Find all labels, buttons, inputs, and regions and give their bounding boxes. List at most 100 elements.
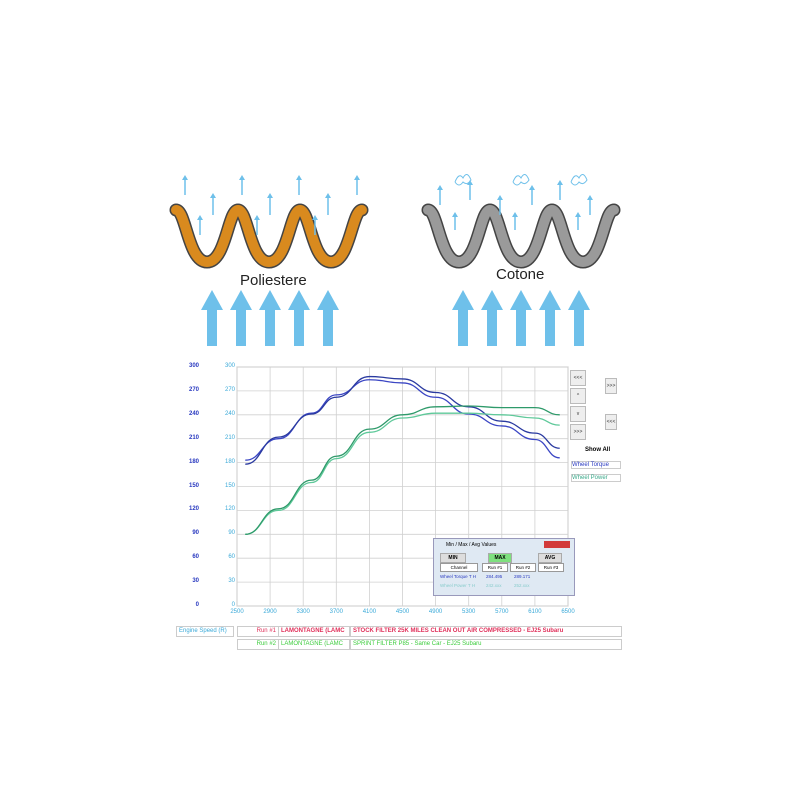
y-tick-label-right: 30 (228, 578, 235, 585)
avg-button[interactable]: AVG (538, 553, 562, 563)
small-arrow-head-icon (575, 212, 581, 217)
scroll-far-up-button[interactable]: <<< (570, 370, 586, 386)
scroll-far-down-button[interactable]: >>> (570, 424, 586, 440)
x-tick-label: 2900 (263, 609, 277, 615)
y-tick-label-right: 270 (224, 386, 235, 393)
y-tick-label-left: 300 (188, 363, 199, 369)
polyester-label: Poliestere (240, 272, 307, 289)
x-tick-label: 5700 (495, 609, 509, 615)
cotton-media-outline (421, 203, 621, 269)
x-tick-label: 6500 (561, 609, 575, 615)
airflow-arrow-icon (568, 290, 590, 346)
small-arrow-head-icon (512, 212, 518, 217)
run1-label: Run #1 (237, 626, 279, 637)
run1-operator: LAMONTAGNE (LAMC (278, 626, 350, 637)
x-tick-label: 6100 (528, 609, 542, 615)
airflow-arrow-icon (481, 290, 503, 346)
y-tick-label-left: 90 (192, 530, 199, 537)
filter-diagrams (169, 174, 621, 346)
y-tick-label-left: 270 (188, 386, 199, 393)
y-tick-label-left: 240 (188, 410, 199, 417)
small-arrow-head-icon (239, 175, 245, 180)
small-arrow-head-icon (587, 195, 593, 200)
polyester-media (171, 204, 367, 268)
y-tick-label-left: 60 (192, 554, 199, 561)
small-arrow-head-icon (354, 175, 360, 180)
x-channel-label: Engine Speed (R) (176, 626, 234, 637)
airflow-arrow-icon (510, 290, 532, 346)
y-tick-label-right: 180 (224, 458, 235, 465)
scroll-down-button[interactable]: v (570, 406, 586, 422)
zoom-in-button[interactable]: >>> (605, 378, 617, 394)
cotton-media (423, 204, 619, 268)
small-arrow-head-icon (325, 193, 331, 198)
close-button[interactable] (544, 541, 570, 548)
small-arrow-head-icon (312, 215, 318, 220)
x-tick-label: 4500 (395, 609, 410, 615)
series-line-2 (245, 375, 560, 465)
y-tick-label-left: 150 (188, 482, 199, 489)
scroll-up-button[interactable]: ^ (570, 388, 586, 404)
col-run2: Run #2 (510, 563, 536, 572)
series-line-3 (245, 412, 560, 535)
row-power-channel: Wheel Power T H (440, 583, 476, 588)
series-line-4 (245, 405, 560, 535)
show-all-button[interactable]: Show All (585, 447, 611, 453)
small-arrow-head-icon (197, 215, 203, 220)
y-tick-label-right: 120 (224, 506, 235, 513)
y-tick-label-right: 90 (228, 530, 235, 537)
row-torque-channel: Wheel Torque T H (440, 574, 477, 579)
small-arrow-head-icon (467, 180, 473, 185)
x-tick-label: 5300 (462, 609, 476, 615)
y-tick-label-right: 240 (224, 410, 235, 417)
small-arrow-head-icon (210, 193, 216, 198)
row-power-run2: 252.xxx (514, 583, 530, 588)
run2-operator: LAMONTAGNE (LAMC (278, 639, 350, 650)
row-power-run1: 242.xxx (486, 583, 502, 588)
airflow-arrow-icon (201, 290, 223, 346)
polyester-media-outline (169, 203, 369, 269)
channel-wheel-power[interactable]: Wheel Power (571, 474, 621, 482)
small-arrow-head-icon (497, 195, 503, 200)
small-arrow-head-icon (182, 175, 188, 180)
small-arrow-head-icon (529, 185, 535, 190)
y-tick-label-right: 0 (231, 602, 235, 608)
y-tick-label-right: 60 (228, 554, 235, 561)
x-tick-label: 3700 (329, 609, 343, 615)
y-tick-label-left: 210 (188, 434, 199, 441)
y-tick-label-left: 180 (188, 458, 199, 465)
fiber-particle-icon (570, 174, 588, 186)
min-button[interactable]: MIN (440, 553, 466, 563)
x-tick-label: 4900 (428, 609, 443, 615)
y-tick-label-right: 150 (224, 482, 235, 489)
airflow-arrow-icon (230, 290, 252, 346)
min-max-avg-dialog: Min / Max / Avg Values MIN MAX AVG Chann… (433, 538, 575, 596)
y-tick-label-left: 0 (195, 602, 199, 608)
small-arrow-head-icon (452, 212, 458, 217)
fiber-particle-icon (454, 174, 472, 186)
airflow-arrow-icon (288, 290, 310, 346)
col-run3: Run #3 (538, 563, 564, 572)
x-tick-label: 4100 (362, 609, 377, 615)
airflow-arrow-icon (259, 290, 281, 346)
airflow-arrow-icon (452, 290, 474, 346)
col-channel: Channel (440, 563, 478, 572)
y-tick-label-left: 120 (188, 506, 199, 513)
col-run1: Run #1 (482, 563, 508, 572)
channel-wheel-torque[interactable]: Wheel Torque (571, 461, 621, 469)
small-arrow-head-icon (437, 185, 443, 190)
dyno-chart: <<< ^ v >>> >>> <<< Show All Wheel Torqu… (175, 358, 622, 653)
airflow-arrow-icon (539, 290, 561, 346)
small-arrow-head-icon (557, 180, 563, 185)
max-button[interactable]: MAX (488, 553, 512, 563)
y-tick-label-right: 210 (224, 434, 235, 441)
run2-description: SPRINT FILTER P85 - Same Car - EJ25 Suba… (350, 639, 622, 650)
row-torque-run1: 284.495 (486, 574, 503, 579)
zoom-out-button[interactable]: <<< (605, 414, 617, 430)
run1-description: STOCK FILTER 25K MILES CLEAN OUT AIR COM… (350, 626, 622, 637)
dialog-title: Min / Max / Avg Values (446, 542, 497, 548)
small-arrow-head-icon (254, 215, 260, 220)
row-torque-run2: 289.171 (514, 574, 531, 579)
run2-label: Run #2 (237, 639, 279, 650)
